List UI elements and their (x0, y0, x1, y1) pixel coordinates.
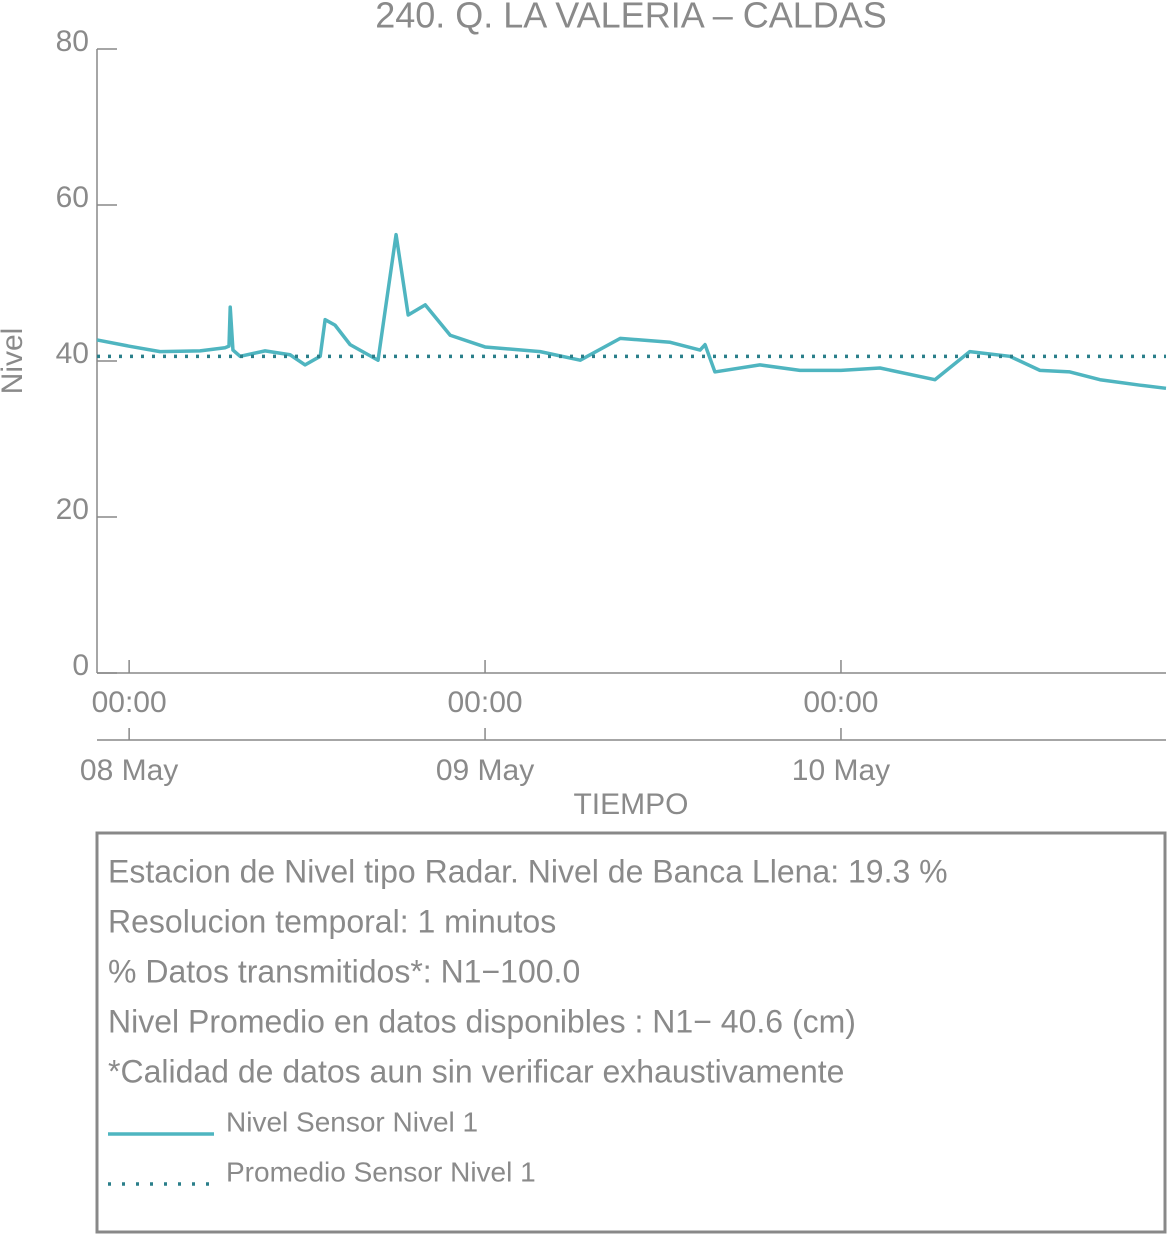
x-tick-label: 00:00 (803, 686, 878, 719)
info-text: % Datos transmitidos*: N1−100.0 (108, 953, 580, 989)
legend-label: Promedio Sensor Nivel 1 (226, 1156, 536, 1187)
x-tick-label: 00:00 (448, 686, 523, 719)
y-tick-label: 40 (56, 337, 89, 370)
y-axis-label: Nivel (0, 328, 29, 395)
y-tick-label: 20 (56, 493, 89, 526)
x-tick-label: 00:00 (92, 686, 167, 719)
legend-label: Nivel Sensor Nivel 1 (226, 1106, 478, 1137)
info-text: *Calidad de datos aun sin verificar exha… (108, 1053, 844, 1089)
info-text: Nivel Promedio en datos disponibles : N1… (108, 1003, 856, 1039)
x-date-label: 10 May (792, 754, 890, 787)
x-date-label: 09 May (436, 754, 534, 787)
chart-title: 240. Q. LA VALERIA – CALDAS (375, 0, 887, 36)
y-tick-label: 80 (56, 25, 89, 58)
x-axis-label: TIEMPO (573, 788, 688, 821)
info-box (95, 831, 1167, 1234)
x-date-label: 08 May (80, 754, 178, 787)
y-tick-label: 0 (72, 649, 89, 682)
y-tick-label: 60 (56, 181, 89, 214)
data-line (96, 232, 1167, 391)
info-text: Resolucion temporal: 1 minutos (108, 903, 556, 939)
info-text: Estacion de Nivel tipo Radar. Nivel de B… (108, 853, 948, 889)
